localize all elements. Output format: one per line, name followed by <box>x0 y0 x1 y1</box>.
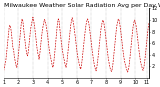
Text: Milwaukee Weather Solar Radiation Avg per Day W/m²/minute: Milwaukee Weather Solar Radiation Avg pe… <box>4 2 160 8</box>
